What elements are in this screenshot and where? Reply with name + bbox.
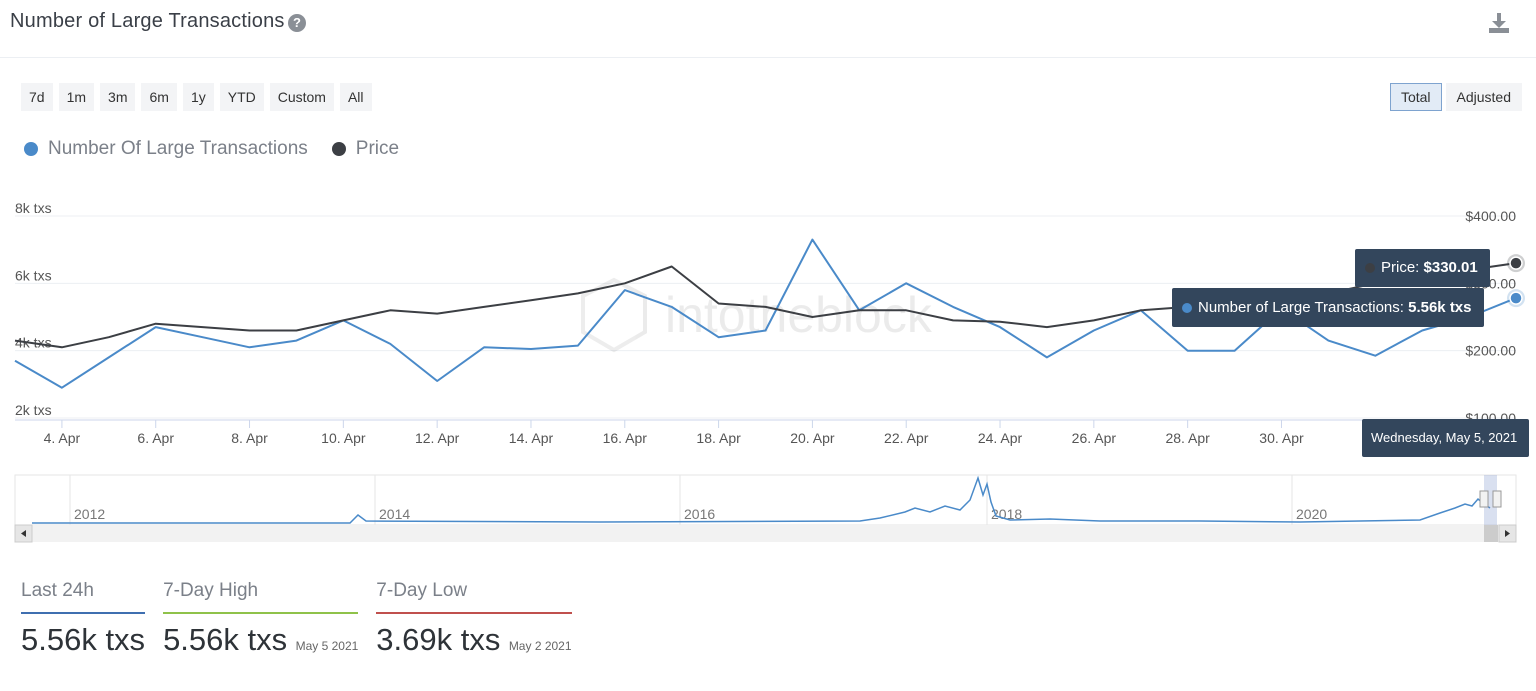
range-7d-button[interactable]: 7d: [21, 83, 53, 111]
x-tick-label: 24. Apr: [978, 430, 1023, 446]
legend-swatch-transactions: [24, 142, 38, 156]
stat-7day-low: 7-Day Low 3.69k txs May 2 2021: [376, 580, 572, 658]
x-tick-label: 12. Apr: [415, 430, 460, 446]
scrollbar-track[interactable]: [15, 525, 1516, 542]
stats-summary: Last 24h 5.56k txs 7-Day High 5.56k txs …: [21, 580, 590, 658]
range-ytd-button[interactable]: YTD: [219, 83, 264, 111]
tooltip-price: Price: $330.01: [1355, 249, 1490, 287]
tooltip-transactions-value: 5.56k txs: [1408, 299, 1472, 316]
x-tick-label: 20. Apr: [790, 430, 835, 446]
tooltip-transactions-label: Number of Large Transactions:: [1198, 299, 1404, 316]
stat-date: May 5 2021: [295, 639, 359, 653]
x-tick-label: 6. Apr: [137, 430, 174, 446]
navigator-series: [32, 475, 1491, 524]
navigator-handle[interactable]: [1492, 490, 1502, 508]
stat-value: 5.56k txs: [21, 622, 146, 657]
x-tick-label: 28. Apr: [1165, 430, 1210, 446]
question-circle-icon[interactable]: ?: [288, 14, 306, 32]
navigator-year-label: 2020: [1296, 506, 1327, 522]
y-right-tick-label: $400.00: [1465, 208, 1516, 224]
tooltip-transactions-swatch: [1182, 302, 1192, 313]
download-icon[interactable]: [1487, 11, 1511, 35]
x-tick-label: 18. Apr: [696, 430, 741, 446]
tooltip-date: Wednesday, May 5, 2021: [1362, 419, 1530, 457]
x-tick-label: 14. Apr: [509, 430, 554, 446]
mode-selector: Total Adjusted: [1389, 83, 1522, 111]
range-3m-button[interactable]: 3m: [100, 83, 136, 111]
stat-value: 5.56k txs: [163, 622, 288, 657]
x-tick-label: 8. Apr: [231, 430, 268, 446]
chart-gridlines: [15, 215, 1516, 419]
navigator-handle[interactable]: [1479, 490, 1489, 508]
x-tick-label: 16. Apr: [603, 430, 648, 446]
watermark-logo: intotheblock: [581, 277, 933, 353]
y-left-tick-label: 8k txs: [15, 200, 52, 216]
tooltip-price-swatch: [1365, 263, 1375, 273]
navigator[interactable]: 2012 2014 2016 2018 2020: [14, 474, 1517, 543]
stat-label: 7-Day Low: [376, 580, 572, 614]
navigator-selection[interactable]: [1484, 475, 1497, 525]
stat-date: May 2 2021: [508, 639, 572, 653]
stat-last-24h: Last 24h 5.56k txs: [21, 580, 146, 658]
chart-header: Number of Large Transactions ?: [0, 0, 1536, 58]
navigator-year-label: 2014: [379, 506, 410, 522]
x-tick-label: 30. Apr: [1259, 430, 1304, 446]
y-left-tick-label: 6k txs: [15, 267, 52, 283]
stat-7day-high: 7-Day High 5.56k txs May 5 2021: [163, 580, 359, 658]
range-1y-button[interactable]: 1y: [182, 83, 214, 111]
legend-item-price[interactable]: Price: [331, 138, 400, 160]
mode-total-button[interactable]: Total: [1389, 83, 1442, 111]
page-title: Number of Large Transactions: [10, 10, 285, 32]
tooltip-price-label: Price:: [1381, 259, 1420, 276]
x-axis: 4. Apr 6. Apr 8. Apr 10. Apr 12. Apr 14. Apr 1…: [15, 419, 1516, 446]
x-tick-label: 10. Apr: [321, 430, 366, 446]
hover-marker-price: [1509, 256, 1523, 270]
legend-label-price: Price: [355, 138, 400, 159]
x-tick-label: 4. Apr: [44, 430, 81, 446]
legend-item-transactions[interactable]: Number Of Large Transactions: [24, 138, 308, 160]
arrow-right-icon: [1505, 530, 1510, 537]
y-left-tick-label: 2k txs: [15, 402, 52, 418]
tooltip-transactions: Number of Large Transactions: 5.56k txs: [1172, 288, 1484, 327]
navigator-year-label: 2012: [74, 506, 105, 522]
arrow-left-icon: [21, 530, 26, 537]
stat-value: 3.69k txs: [376, 622, 501, 657]
hover-marker-transactions: [1509, 291, 1523, 305]
range-all-button[interactable]: All: [339, 83, 372, 111]
range-6m-button[interactable]: 6m: [141, 83, 177, 111]
navigator-year-label: 2018: [991, 506, 1022, 522]
navigator-frame: [14, 474, 1517, 526]
y-right-tick-label: $200.00: [1465, 343, 1516, 359]
legend-swatch-price: [331, 142, 346, 156]
range-1m-button[interactable]: 1m: [58, 83, 95, 111]
tooltip-price-value: $330.01: [1423, 259, 1478, 276]
range-selector: 7d 1m 3m 6m 1y YTD Custom All: [21, 83, 372, 111]
stat-label: Last 24h: [21, 580, 146, 614]
scrollbar-thumb[interactable]: [1484, 525, 1498, 542]
navigator-year-label: 2016: [684, 506, 715, 522]
x-tick-label: 26. Apr: [1072, 430, 1117, 446]
x-tick-label: 22. Apr: [884, 430, 929, 446]
legend-label-transactions: Number Of Large Transactions: [48, 138, 308, 159]
chart-legend: Number Of Large Transactions Price: [24, 138, 399, 160]
stat-label: 7-Day High: [163, 580, 359, 614]
mode-adjusted-button[interactable]: Adjusted: [1445, 83, 1522, 111]
range-custom-button[interactable]: Custom: [269, 83, 334, 111]
